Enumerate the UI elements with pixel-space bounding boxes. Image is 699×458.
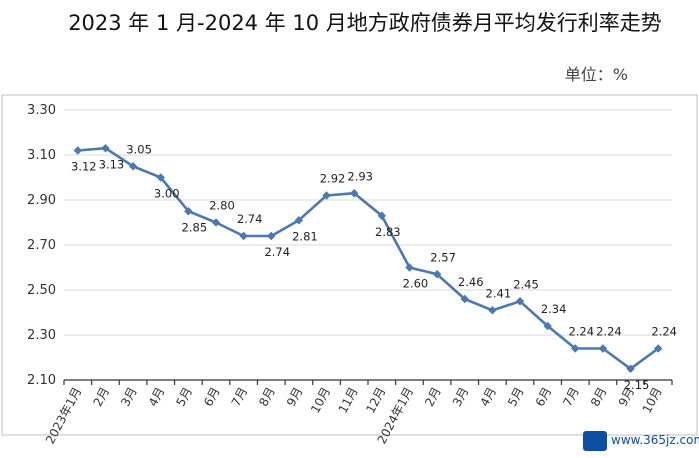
gridlines [64,109,672,336]
data-label: 2.57 [430,250,456,264]
data-label: 2.46 [458,275,484,289]
data-label: 2.85 [182,220,208,234]
data-point [239,231,248,241]
chart-title: 2023 年 1 月-2024 年 10 月地方政府债券月平均发行利率走势 [68,11,662,35]
watermark: www.365jz.com [583,427,699,455]
data-point [598,344,608,353]
data-label: 2.74 [237,212,263,226]
y-tick-label: 2.90 [27,193,56,208]
data-label: 3.12 [71,160,97,174]
data-point [128,162,138,171]
x-tick-label: 12月 [363,385,388,416]
data-point [432,270,442,279]
data-label: 2.80 [209,199,235,213]
data-label: 3.13 [99,157,125,171]
y-tick-label: 2.10 [27,373,56,388]
watermark-logo-icon [583,431,607,451]
data-point [184,207,193,216]
data-point [488,306,497,315]
data-label: 2.24 [651,325,677,339]
data-point [626,364,635,373]
data-point [653,344,663,353]
y-axis-ticks: 2.10 2.30 2.50 2.70 2.90 3.10 3.30 [27,103,56,388]
x-tick-label: 9月 [284,385,306,409]
data-point [349,189,359,198]
x-tick-label: 6月 [201,385,223,409]
data-label: 2.15 [624,378,650,392]
data-label: 3.00 [154,187,180,201]
data-label: 2.34 [541,302,567,316]
data-point [571,344,580,353]
data-label: 2.74 [264,245,290,259]
y-tick-label: 3.30 [27,103,56,118]
x-tick-label: 4月 [477,385,499,409]
x-tick-label: 6月 [533,385,555,409]
data-labels: 3.12 3.133.053.002.852.802.742.742.812.92… [71,142,677,392]
data-point [515,297,525,306]
watermark-text: www.365jz.com [611,433,699,447]
data-point [211,218,221,227]
data-point [267,231,276,241]
x-tick-label: 5月 [505,385,527,409]
data-point [294,216,304,225]
x-tick-label: 3月 [118,385,140,409]
data-label: 2.45 [513,277,539,291]
data-point [101,144,110,153]
x-tick-label: 4月 [146,385,168,409]
data-label: 2.24 [568,325,594,339]
y-tick-label: 3.10 [27,148,56,163]
data-label: 2.93 [347,169,373,183]
data-label: 2.24 [596,325,622,339]
unit-label: 单位：% [565,65,628,84]
x-tick-label: 3月 [450,385,472,409]
data-label: 2.92 [320,172,346,186]
plot-frame [1,94,698,436]
data-label: 2.83 [375,225,401,239]
x-tick-label: 8月 [588,385,610,409]
x-tick-label: 7月 [560,385,582,409]
data-point [460,294,469,304]
data-point [322,191,331,200]
series-line [77,146,659,371]
x-tick-label: 10月 [308,385,333,416]
data-point [73,146,83,155]
data-label: 2.81 [292,229,318,243]
x-tick-label: 7月 [229,385,251,409]
x-tick-label: 2023年1月 [43,385,85,446]
y-tick-label: 2.30 [27,328,56,343]
data-point [543,321,552,331]
x-tick-label: 11月 [336,385,361,416]
x-tick-label: 8月 [256,385,278,409]
data-label: 3.05 [126,142,152,156]
series-markers [73,144,663,373]
x-tick-label: 5月 [173,385,195,409]
data-point [156,173,165,182]
data-point [377,211,387,220]
data-point [405,263,414,272]
x-tick-label: 2月 [91,385,113,409]
x-tick-label: 2月 [422,385,444,409]
x-axis [63,379,673,385]
data-label: 2.60 [403,277,429,291]
y-tick-label: 2.70 [27,238,56,253]
y-tick-label: 2.50 [27,283,56,298]
data-label: 2.41 [486,286,512,300]
